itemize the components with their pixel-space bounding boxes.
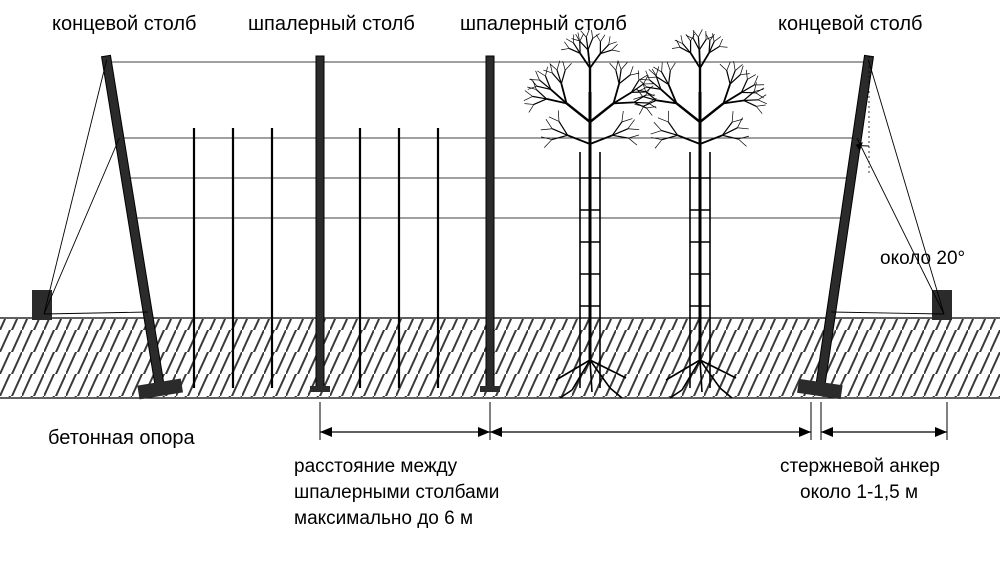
label-anchor_line2: около 1-1,5 м [800,482,918,503]
label-angle: около 20° [880,248,965,269]
background [0,0,1000,562]
trellis-post-foot-0 [310,386,330,392]
trellis-post-foot-1 [480,386,500,392]
label-end_post_left: концевой столб [52,13,197,35]
trellis-post-0 [316,56,324,388]
trellis-post-1 [486,56,494,388]
label-end_post_right: концевой столб [778,13,923,35]
label-spacing_line3: максимально до 6 м [294,508,473,529]
label-concrete_support: бетонная опора [48,427,196,449]
label-trellis_post_left: шпалерный столб [248,13,415,35]
label-spacing_line2: шпалерными столбами [294,482,499,503]
label-trellis_post_right: шпалерный столб [460,13,627,35]
anchor-block-right [932,290,952,320]
label-anchor_line1: стержневой анкер [780,456,940,477]
label-spacing_line1: расстояние между [294,456,458,477]
